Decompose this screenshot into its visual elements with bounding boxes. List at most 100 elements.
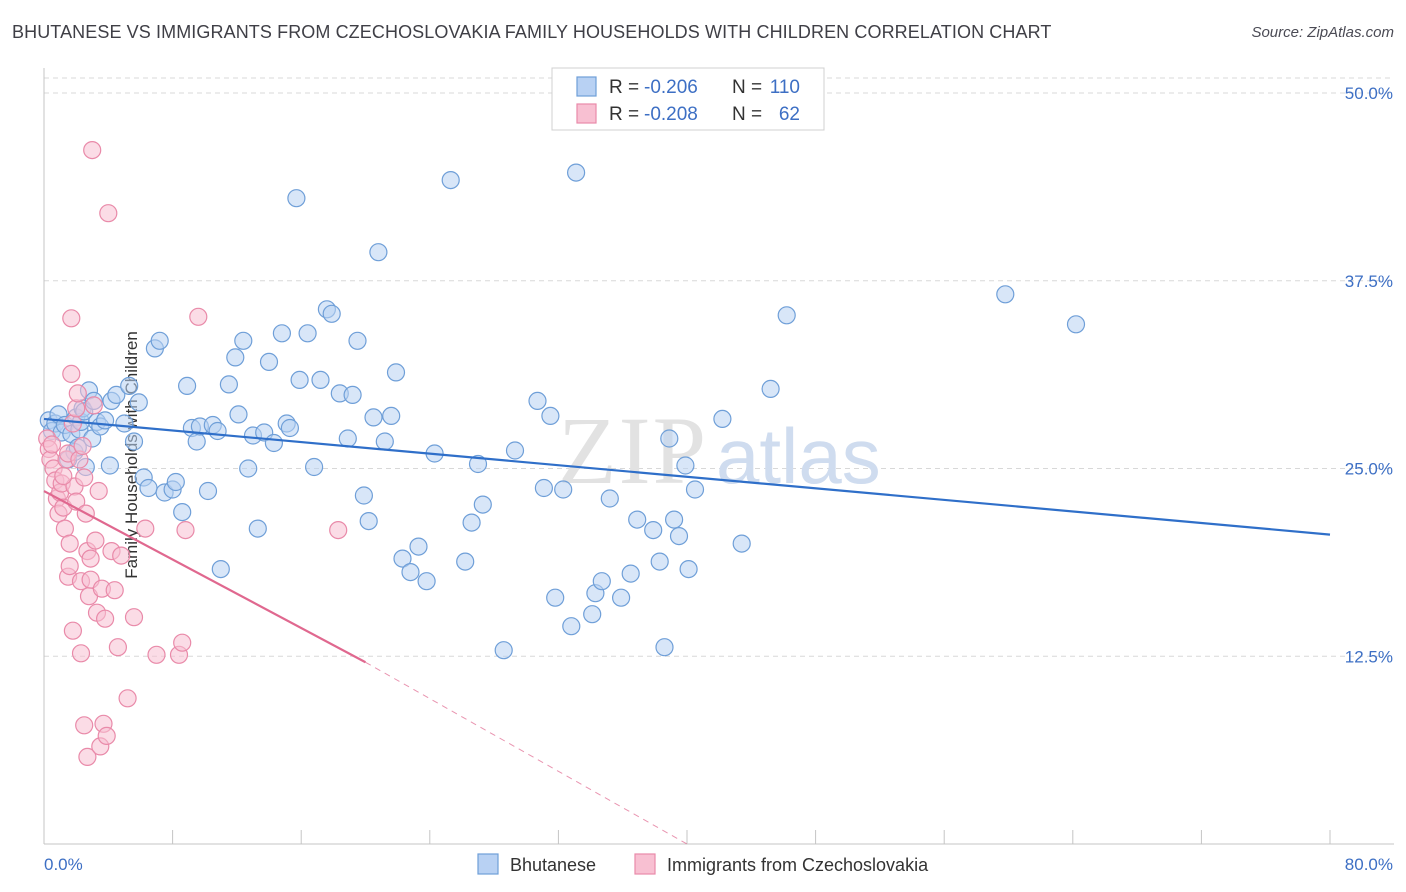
- data-point: [63, 414, 83, 433]
- data-point: [298, 324, 317, 343]
- data-point: [996, 285, 1015, 304]
- data-point: [409, 537, 428, 556]
- data-point: [732, 534, 751, 553]
- data-point: [139, 478, 158, 498]
- y-tick-label: 12.5%: [1345, 647, 1393, 666]
- stats-legend: R = -0.206 N = 110 R = -0.208 N = 62: [551, 67, 825, 131]
- data-point: [534, 478, 554, 498]
- watermark-zip: ZIP: [558, 397, 708, 504]
- stats-swatch: [576, 76, 597, 97]
- trend-line-czechoslovakia: [43, 490, 367, 664]
- data-point: [208, 421, 227, 441]
- data-point: [650, 552, 669, 571]
- data-point: [173, 502, 192, 522]
- data-point: [211, 559, 230, 579]
- data-point: [187, 432, 206, 451]
- data-point: [166, 472, 185, 492]
- data-point: [115, 414, 134, 433]
- series-czechoslovakia: [38, 141, 348, 767]
- data-point: [248, 519, 267, 538]
- data-point: [219, 375, 238, 394]
- data-point: [226, 348, 245, 367]
- data-point: [280, 418, 299, 438]
- stats-r-label: R =: [609, 77, 639, 98]
- watermark: ZIP atlas: [558, 397, 881, 504]
- data-point: [664, 510, 684, 529]
- stats-box: [551, 67, 825, 131]
- data-point: [112, 546, 131, 565]
- data-point: [95, 609, 115, 628]
- data-point: [124, 608, 144, 627]
- data-point: [600, 489, 619, 508]
- stats-n-value: 110: [770, 77, 800, 98]
- data-point: [554, 480, 573, 499]
- data-point: [621, 564, 640, 583]
- data-point: [592, 572, 611, 591]
- data-point: [83, 141, 102, 160]
- data-point: [62, 309, 81, 328]
- data-point: [71, 644, 91, 663]
- stats-r-label: R =: [609, 104, 639, 125]
- data-point: [105, 581, 124, 600]
- data-point: [60, 534, 79, 553]
- data-point: [67, 399, 86, 418]
- data-point: [628, 510, 647, 529]
- data-point: [359, 511, 378, 531]
- data-point: [669, 526, 689, 546]
- data-point: [189, 307, 208, 326]
- data-point: [259, 352, 279, 371]
- trend-line-bhutanese: [43, 417, 1331, 536]
- data-point: [97, 726, 116, 746]
- tick-labels: 12.5% 25.0% 37.5% 50.0% 0.0% 80.0%: [44, 84, 1393, 874]
- data-point: [264, 433, 283, 453]
- data-point: [364, 408, 383, 427]
- data-point: [777, 306, 796, 325]
- data-point: [562, 617, 581, 636]
- data-point: [290, 370, 309, 389]
- data-point: [42, 435, 62, 454]
- data-point: [54, 466, 73, 486]
- data-point: [120, 376, 139, 395]
- legend-swatch: [634, 853, 656, 875]
- data-point: [178, 376, 197, 395]
- stats-n-label: N =: [732, 77, 762, 98]
- data-point: [713, 409, 732, 428]
- data-point: [272, 324, 291, 343]
- data-point: [417, 572, 436, 591]
- data-point: [393, 549, 412, 568]
- data-point: [611, 588, 631, 607]
- data-point: [176, 520, 195, 540]
- y-tick-label: 25.0%: [1345, 460, 1393, 479]
- data-point: [86, 531, 105, 550]
- data-point: [305, 457, 324, 477]
- data-point: [118, 689, 137, 708]
- y-tick-label: 50.0%: [1345, 84, 1393, 103]
- data-point: [107, 385, 126, 404]
- data-point: [528, 391, 547, 410]
- data-point: [287, 189, 306, 208]
- x-tick-label: 0.0%: [44, 855, 83, 874]
- data-point: [462, 513, 481, 532]
- data-point: [173, 633, 192, 652]
- stats-r-value: -0.208: [644, 104, 698, 125]
- data-point: [108, 638, 128, 657]
- data-point: [354, 486, 373, 505]
- data-point: [401, 562, 420, 582]
- legend-swatch: [477, 853, 499, 875]
- data-point: [468, 454, 488, 474]
- data-point: [375, 432, 394, 451]
- data-point: [338, 429, 357, 448]
- data-point: [566, 163, 586, 182]
- data-point: [541, 406, 560, 425]
- data-point: [68, 384, 87, 403]
- data-point: [60, 556, 79, 576]
- data-point: [676, 456, 695, 475]
- data-point: [147, 645, 166, 664]
- data-point: [95, 411, 115, 430]
- x-tick-label: 80.0%: [1345, 855, 1393, 874]
- stats-n-value: 62: [779, 104, 800, 125]
- data-point: [386, 363, 406, 382]
- data-point: [322, 304, 341, 323]
- data-point: [73, 436, 92, 456]
